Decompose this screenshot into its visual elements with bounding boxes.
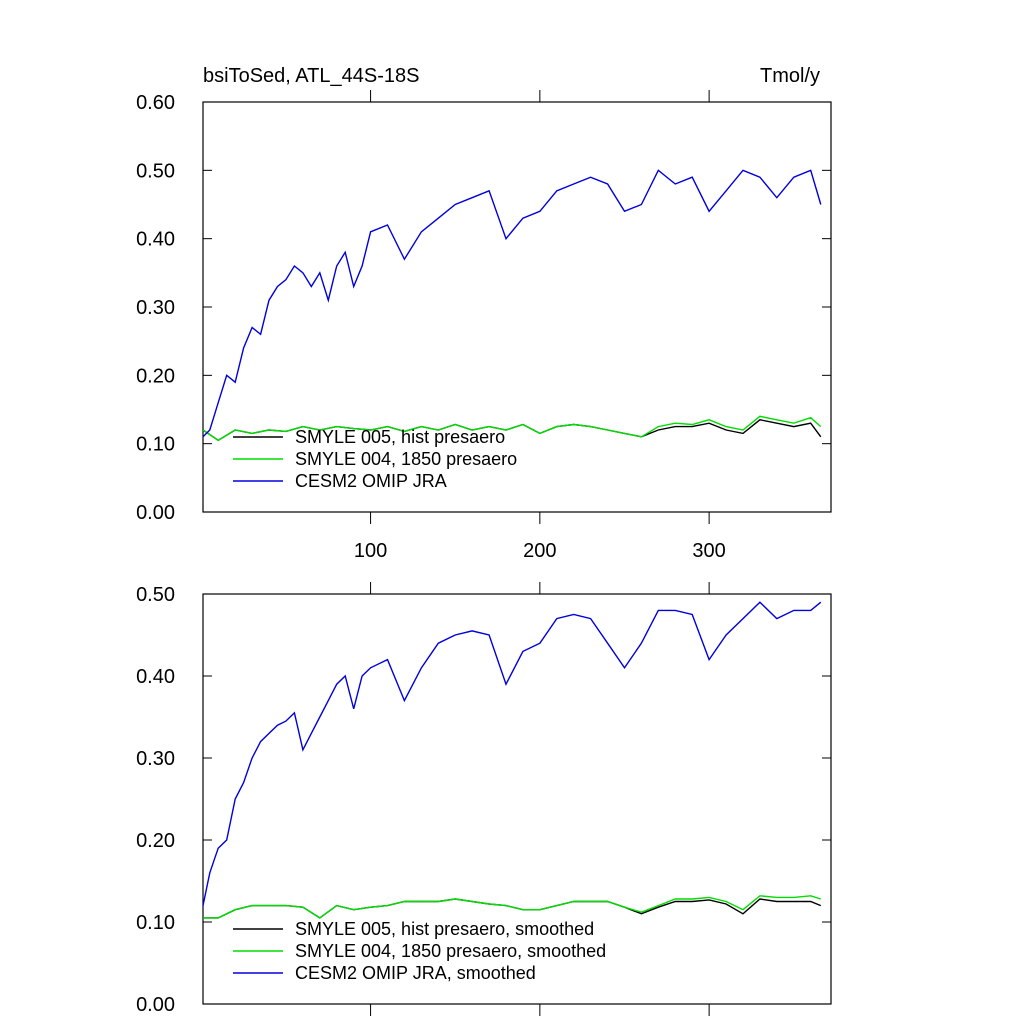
bottom-y-tick-label: 0.40 <box>136 666 175 688</box>
series-group-bottom <box>202 601 822 919</box>
top-y-tick-label: 0.00 <box>136 502 175 524</box>
top-y-tick-label: 0.60 <box>136 92 175 114</box>
top-y-tick-label: 0.30 <box>136 297 175 319</box>
top-y-tick-label: 0.40 <box>136 229 175 251</box>
top-y-tick-label: 0.50 <box>136 160 175 182</box>
top-y-tick-label: 0.10 <box>136 434 175 456</box>
bottom-y-tick-label: 0.20 <box>136 830 175 852</box>
axes-group-top: 0.00 0.10 0.20 0.30 0.40 0.50 0.60 100 200 300 <box>136 90 831 562</box>
bottom-y-tick-label: 0.30 <box>136 748 175 770</box>
top-x-tick-label: 300 <box>692 540 725 562</box>
bottom-series-line-1 <box>203 895 822 919</box>
panel-bottom: 0.00 0.10 0.20 0.30 0.40 0.50 SMYLE 005, hist… <box>136 582 832 1016</box>
top-legend-label-1: SMYLE 004, 1850 presaero <box>295 449 517 469</box>
bottom-legend-label-2: CESM2 OMIP JRA, smoothed <box>295 963 536 983</box>
axes-group-bottom: 0.00 0.10 0.20 0.30 0.40 0.50 <box>136 582 831 1016</box>
legend-bottom: SMYLE 005, hist presaero, smoothedSMYLE … <box>233 919 606 983</box>
series-group-top <box>202 169 822 442</box>
chart-title-left: bsiToSed, ATL_44S-18S <box>203 65 419 87</box>
bottom-y-tick-label: 0.50 <box>136 584 175 606</box>
chart-units-label: Tmol/y <box>760 65 820 87</box>
top-legend-label-2: CESM2 OMIP JRA <box>295 471 447 491</box>
top-series-line-1 <box>202 415 822 442</box>
top-x-tick-label: 100 <box>354 540 387 562</box>
bottom-y-tick-label: 0.10 <box>136 912 175 934</box>
bottom-legend-label-0: SMYLE 005, hist presaero, smoothed <box>295 919 594 939</box>
top-y-tick-label: 0.20 <box>136 365 175 387</box>
top-series-line-2 <box>202 169 822 438</box>
bottom-y-tick-label: 0.00 <box>136 994 175 1016</box>
plot-frame-bottom <box>202 593 832 1005</box>
bottom-legend-label-1: SMYLE 004, 1850 presaero, smoothed <box>295 941 606 961</box>
panel-top: bsiToSed, ATL_44S-18S Tmol/y 0.00 0.10 0.2… <box>136 65 832 562</box>
bottom-series-line-2 <box>202 601 822 906</box>
top-legend-label-0: SMYLE 005, hist presaero <box>295 427 505 447</box>
top-x-tick-label: 200 <box>523 540 556 562</box>
